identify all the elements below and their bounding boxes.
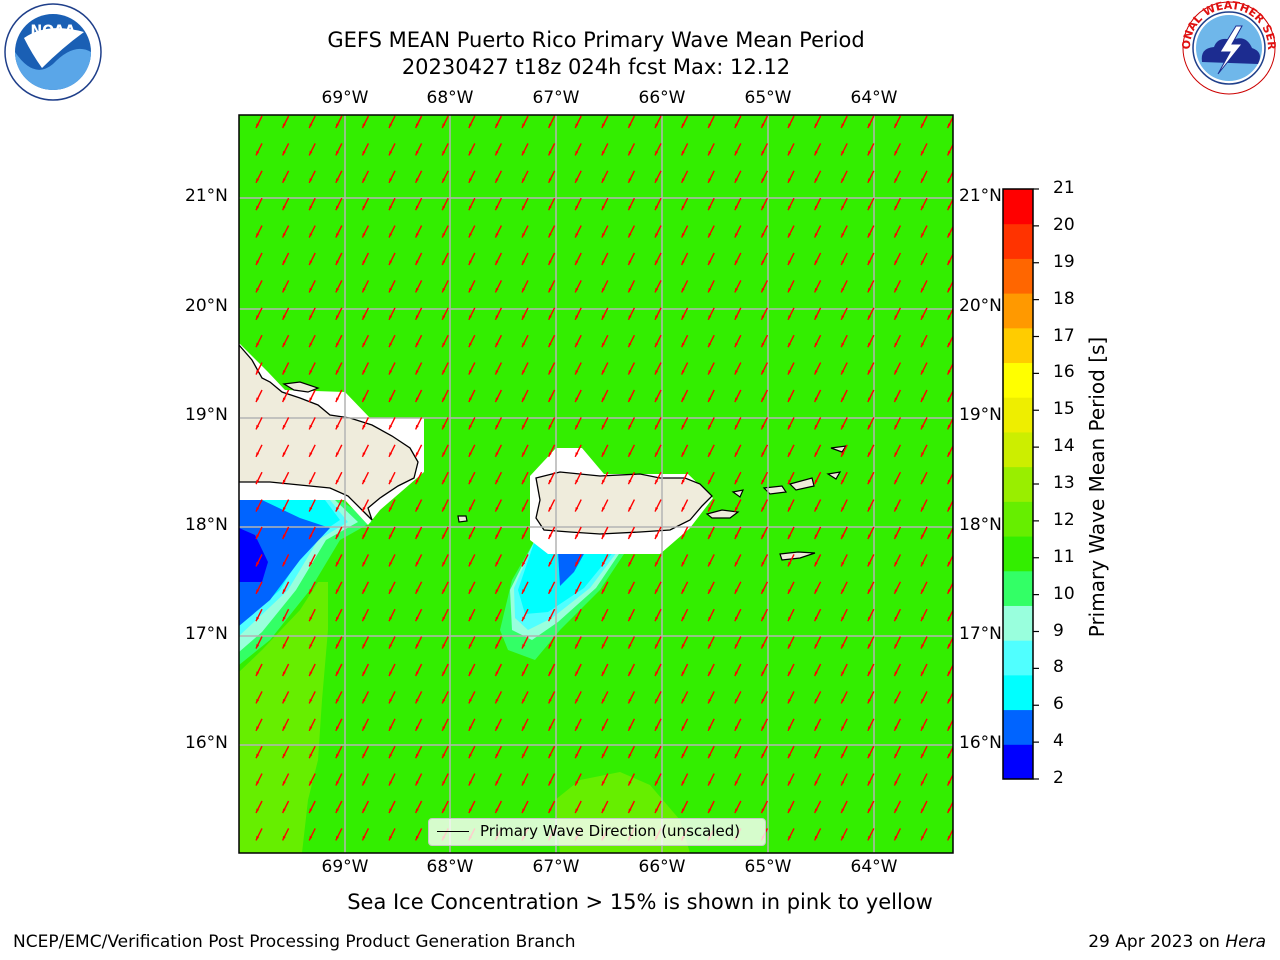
lat-label-right-20n: 20°N xyxy=(959,296,1002,316)
lon-label-bottom-67w: 67°W xyxy=(532,857,580,877)
land-st-croix xyxy=(779,551,816,561)
sea-ice-note: Sea Ice Concentration > 15% is shown in … xyxy=(347,890,933,914)
land-virgin-gorda xyxy=(826,471,842,480)
legend-line-sample xyxy=(437,831,469,832)
colorbar-tick-label: 17 xyxy=(1053,325,1075,346)
colorbar-tick-label: 16 xyxy=(1053,362,1075,383)
colorbar-tick-label: 12 xyxy=(1053,509,1075,530)
colorbar-segment xyxy=(1003,744,1033,780)
colorbar-segment xyxy=(1003,709,1033,745)
colorbar-segment xyxy=(1003,189,1033,225)
colorbar-tick-label: 8 xyxy=(1053,657,1064,678)
noaa-logo-text: NOAA xyxy=(31,23,76,39)
map-subtitle: 20230427 t18z 024h fcst Max: 12.12 xyxy=(401,55,791,79)
colorbar-tick-label: 15 xyxy=(1053,399,1075,420)
land-hispaniola xyxy=(239,344,419,521)
lon-label-bottom-64w: 64°W xyxy=(850,857,898,877)
land-culebra xyxy=(731,489,745,498)
lat-label-right-17n: 17°N xyxy=(959,624,1002,644)
colorbar-segment xyxy=(1003,536,1033,572)
colorbar-tick-label: 4 xyxy=(1053,731,1064,752)
contour-2-4-west xyxy=(239,528,268,582)
colorbar-label: Primary Wave Mean Period [s] xyxy=(1085,336,1109,638)
land-tortola xyxy=(788,477,815,491)
colorbar-segment xyxy=(1003,362,1033,398)
colorbar-segment xyxy=(1003,397,1033,433)
colorbar-tick-label: 10 xyxy=(1053,583,1075,604)
colorbar xyxy=(1002,188,1039,780)
colorbar-segment xyxy=(1003,570,1033,606)
land-saona xyxy=(282,381,320,393)
lon-label-top-69w: 69°W xyxy=(321,88,369,108)
colorbar-segment xyxy=(1003,223,1033,259)
colorbar-tick-label: 14 xyxy=(1053,436,1075,457)
footer-credit: NCEP/EMC/Verification Post Processing Pr… xyxy=(13,932,576,952)
colorbar-segment xyxy=(1003,674,1033,711)
colorbar-segment xyxy=(1003,501,1033,537)
lat-label-left-17n: 17°N xyxy=(185,624,228,644)
map-title: GEFS MEAN Puerto Rico Primary Wave Mean … xyxy=(327,28,865,52)
colorbar-tick-label: 11 xyxy=(1053,546,1075,567)
lon-label-top-66w: 66°W xyxy=(638,88,686,108)
land-mona xyxy=(457,515,468,523)
lat-label-left-21n: 21°N xyxy=(185,186,228,206)
colorbar-tick-label: 18 xyxy=(1053,288,1075,309)
lon-label-top-65w: 65°W xyxy=(744,88,792,108)
lat-label-left-16n: 16°N xyxy=(185,733,228,753)
footer-date-text: 29 Apr 2023 on xyxy=(1088,932,1226,952)
wave-direction-arrows xyxy=(255,115,953,841)
colorbar-tick-label: 21 xyxy=(1053,178,1075,198)
noaa-logo: NOAA xyxy=(4,3,102,101)
colorbar-tick-label: 19 xyxy=(1053,251,1075,272)
lon-label-top-64w: 64°W xyxy=(850,88,898,108)
colorbar-tick-label: 13 xyxy=(1053,473,1075,493)
lon-label-top-68w: 68°W xyxy=(426,88,474,108)
colorbar-tick-label: 6 xyxy=(1053,694,1064,715)
colorbar-segment xyxy=(1003,258,1033,294)
map-frame xyxy=(238,114,954,854)
map-legend: Primary Wave Direction (unscaled) xyxy=(428,818,766,846)
lon-label-bottom-66w: 66°W xyxy=(638,857,686,877)
lon-label-bottom-65w: 65°W xyxy=(744,857,792,877)
colorbar-segment xyxy=(1003,327,1033,364)
colorbar-segment xyxy=(1003,466,1033,502)
lon-label-bottom-69w: 69°W xyxy=(321,857,369,877)
lat-label-right-21n: 21°N xyxy=(959,186,1002,206)
land-anegada xyxy=(830,445,848,453)
lat-label-right-19n: 19°N xyxy=(959,405,1002,425)
colorbar-tick-label: 20 xyxy=(1053,214,1075,235)
lat-label-left-20n: 20°N xyxy=(185,296,228,316)
colorbar-segment xyxy=(1003,431,1033,468)
colorbar-segment xyxy=(1003,640,1033,676)
lat-label-left-19n: 19°N xyxy=(185,405,228,425)
footer-machine: Hera xyxy=(1225,932,1266,952)
contour-12-13-west xyxy=(239,582,328,853)
lat-label-right-16n: 16°N xyxy=(959,733,1002,753)
lon-label-bottom-68w: 68°W xyxy=(426,857,474,877)
lat-label-left-18n: 18°N xyxy=(185,515,228,535)
colorbar-segment xyxy=(1003,293,1033,329)
lon-label-top-67w: 67°W xyxy=(532,88,580,108)
footer-date: 29 Apr 2023 on Hera xyxy=(1088,932,1266,952)
legend-label: Primary Wave Direction (unscaled) xyxy=(480,822,741,840)
colorbar-segment xyxy=(1003,605,1033,641)
colorbar-tick-label: 9 xyxy=(1053,620,1064,641)
land-vieques xyxy=(705,509,740,519)
nws-logo: NATIONAL WEATHER SERVICE xyxy=(1178,0,1278,95)
right-lat-labels: 21°N 20°N 19°N 18°N 17°N 16°N xyxy=(958,180,1002,760)
colorbar-tick-label: 2 xyxy=(1053,768,1064,788)
lat-label-right-18n: 18°N xyxy=(959,515,1002,535)
graticule xyxy=(239,115,953,853)
